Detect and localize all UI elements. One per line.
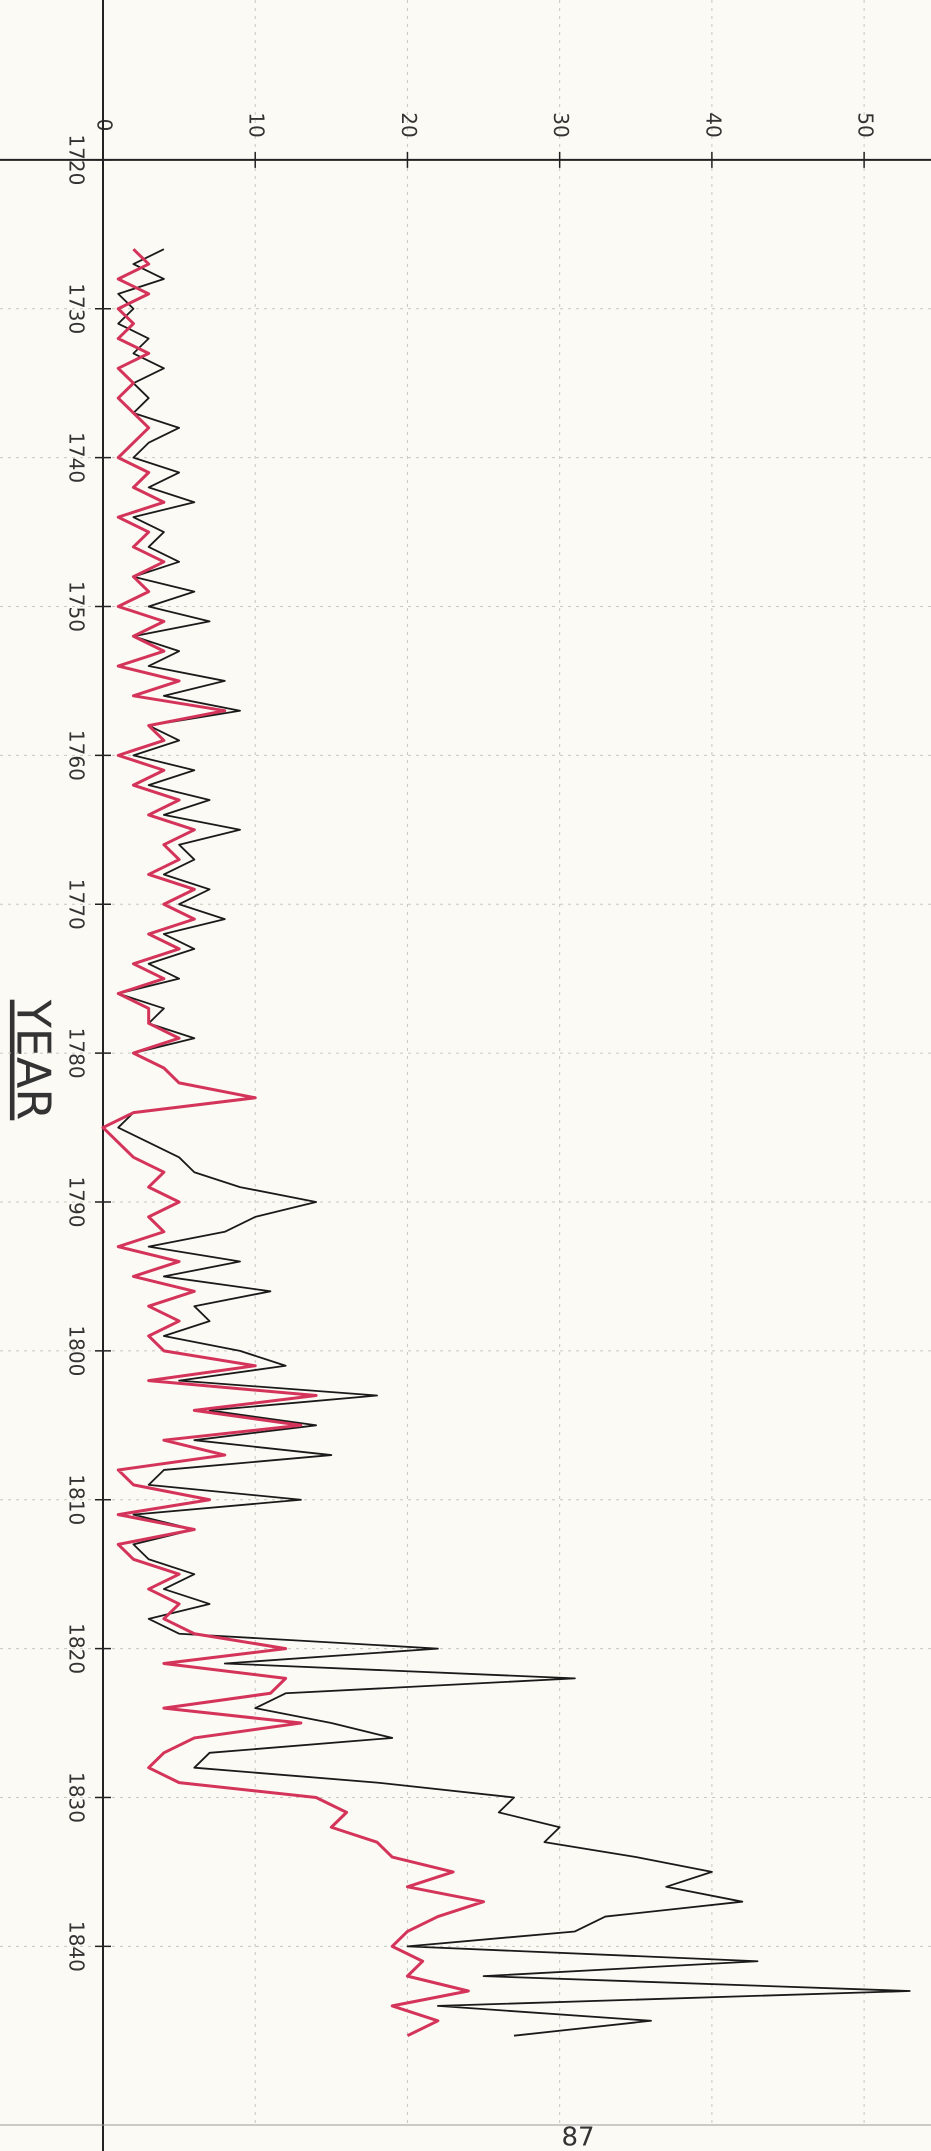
x-tick-label: 1790 [65, 1177, 89, 1228]
y-tick-label: 0 [93, 119, 117, 132]
x-tick-label: 1760 [65, 730, 89, 781]
x-tick-label: 1830 [65, 1772, 89, 1823]
page-number: 87 [561, 2123, 594, 2151]
series-line [103, 249, 484, 2035]
x-tick-label: 1780 [65, 1028, 89, 1079]
chart: YEAR 87 17201730174017501760177017801790… [0, 0, 931, 2151]
x-tick-label: 1800 [65, 1325, 89, 1376]
x-tick-label: 1740 [65, 432, 89, 483]
x-tick-label: 1730 [65, 283, 89, 334]
x-tick-label: 1840 [65, 1921, 89, 1972]
x-axis-label: YEAR [7, 999, 61, 1121]
y-tick-label: 10 [245, 112, 269, 137]
x-tick-label: 1770 [65, 879, 89, 930]
y-tick-label: 50 [854, 112, 878, 137]
series-line [118, 249, 910, 2035]
x-tick-label: 1820 [65, 1623, 89, 1674]
y-tick-label: 30 [549, 112, 573, 137]
x-tick-label: 1750 [65, 581, 89, 632]
x-tick-label: 1810 [65, 1474, 89, 1525]
y-tick-label: 20 [397, 112, 421, 137]
y-tick-label: 40 [701, 112, 725, 137]
